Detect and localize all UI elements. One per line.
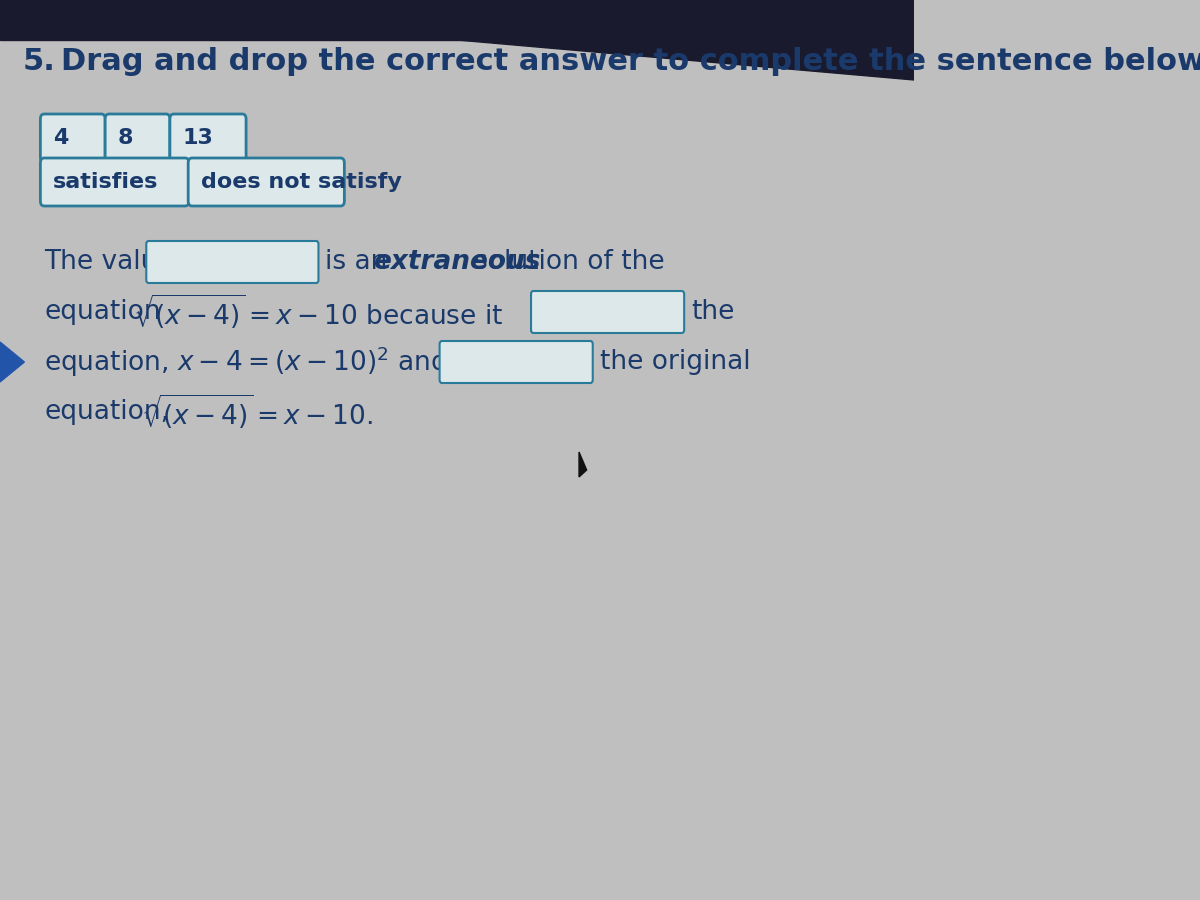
Bar: [0, 0, 914, 40]
Polygon shape: [580, 452, 587, 477]
FancyBboxPatch shape: [188, 158, 344, 206]
Text: Drag and drop the correct answer to complete the sentence below.: Drag and drop the correct answer to comp…: [61, 48, 1200, 76]
Text: The value: The value: [44, 249, 174, 275]
Text: 13: 13: [182, 128, 214, 148]
Text: 5.: 5.: [23, 48, 55, 76]
FancyBboxPatch shape: [106, 114, 170, 162]
Text: 8: 8: [118, 128, 133, 148]
FancyBboxPatch shape: [41, 158, 188, 206]
Text: $\sqrt{(x-4)}= x-10.$: $\sqrt{(x-4)}= x-10.$: [140, 392, 373, 431]
Text: satisfies: satisfies: [53, 172, 158, 192]
Text: does not satisfy: does not satisfy: [202, 172, 402, 192]
Polygon shape: [457, 40, 914, 80]
FancyBboxPatch shape: [41, 114, 106, 162]
FancyBboxPatch shape: [146, 241, 318, 283]
Text: equation, $x-4=(x-10)^2$ and: equation, $x-4=(x-10)^2$ and: [44, 345, 446, 379]
FancyBboxPatch shape: [439, 341, 593, 383]
FancyBboxPatch shape: [170, 114, 246, 162]
Text: $\sqrt{(x-4)}= x-10$ because it: $\sqrt{(x-4)}= x-10$ because it: [133, 292, 504, 331]
Text: extraneous: extraneous: [372, 249, 540, 275]
Text: 4: 4: [53, 128, 68, 148]
Polygon shape: [0, 342, 24, 382]
Text: equation,: equation,: [44, 399, 169, 425]
FancyBboxPatch shape: [532, 291, 684, 333]
Text: is an: is an: [325, 249, 388, 275]
Text: the: the: [691, 299, 734, 325]
Text: solution of the: solution of the: [474, 249, 665, 275]
Text: the original: the original: [600, 349, 750, 375]
Text: equation: equation: [44, 299, 161, 325]
